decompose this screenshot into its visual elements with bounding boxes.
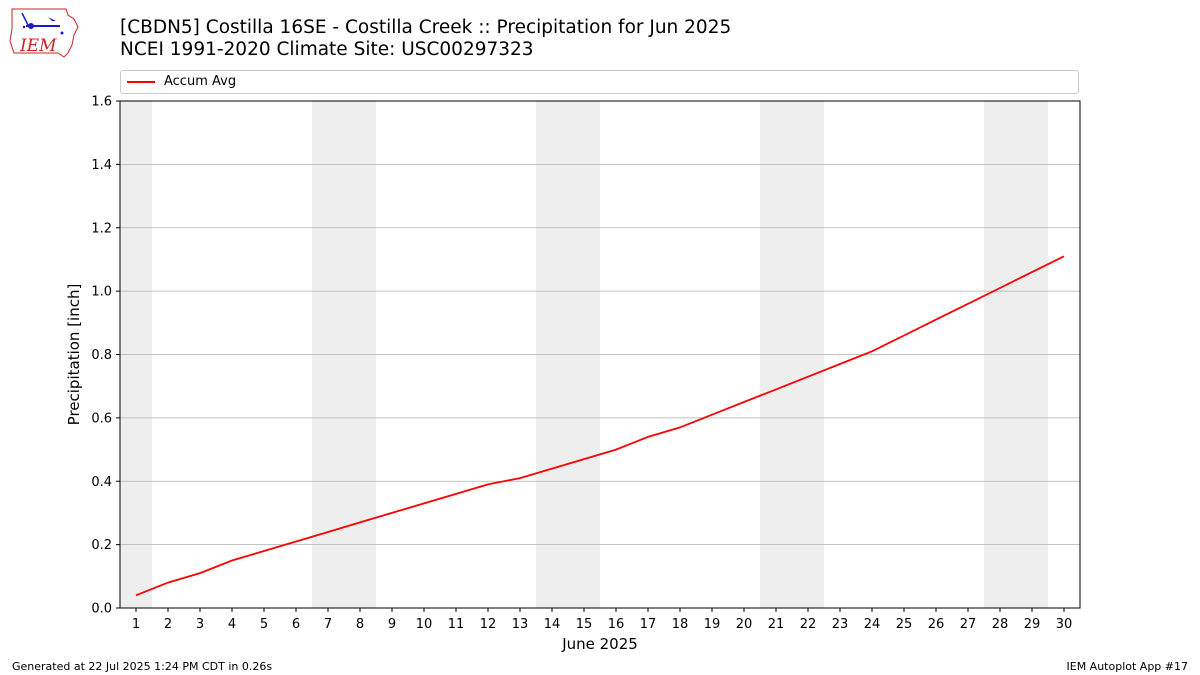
y-tick-label-6: 1.2 (91, 221, 112, 236)
x-tick-label-19: 20 (736, 617, 753, 632)
x-tick-label-14: 15 (576, 617, 593, 632)
x-tick-label-18: 19 (704, 617, 721, 632)
title-line-1: [CBDN5] Costilla 16SE - Costilla Creek :… (120, 17, 732, 38)
x-tick-label-11: 12 (480, 617, 497, 632)
x-tick-label-20: 21 (768, 617, 785, 632)
x-tick-label-8: 9 (388, 617, 396, 632)
legend: Accum Avg (120, 70, 1079, 94)
logo-text: IEM (19, 36, 57, 56)
x-tick-label-27: 28 (992, 617, 1009, 632)
y-tick-label-0: 0.0 (91, 602, 112, 617)
x-tick-label-25: 26 (928, 617, 945, 632)
x-tick-label-4: 5 (260, 617, 268, 632)
x-tick-label-12: 13 (512, 617, 529, 632)
x-tick-label-17: 18 (672, 617, 689, 632)
series-line-0 (135, 255, 1065, 597)
title-line-2: NCEI 1991-2020 Climate Site: USC00297323 (120, 39, 534, 60)
x-tick-label-23: 24 (864, 617, 881, 632)
y-tick-label-7: 1.4 (91, 158, 112, 173)
x-tick-label-10: 11 (448, 617, 465, 632)
x-tick-label-5: 6 (292, 617, 300, 632)
y-tick-label-8: 1.6 (91, 95, 112, 110)
x-tick-label-7: 8 (356, 617, 364, 632)
iem-logo: IEM (8, 5, 82, 59)
y-tick-label-5: 1.0 (91, 285, 112, 300)
legend-swatch-accum-avg (127, 81, 155, 83)
app-id: IEM Autoplot App #17 (1066, 660, 1189, 673)
x-tick-label-9: 10 (416, 617, 433, 632)
generated-timestamp: Generated at 22 Jul 2025 1:24 PM CDT in … (12, 660, 273, 673)
x-tick-label-3: 4 (228, 617, 236, 632)
y-axis-label: Precipitation [inch] (65, 284, 83, 426)
x-tick-label-22: 23 (832, 617, 849, 632)
y-tick-label-3: 0.6 (91, 411, 112, 426)
x-tick-label-21: 22 (800, 617, 817, 632)
x-tick-label-0: 1 (132, 617, 140, 632)
legend-label-accum-avg: Accum Avg (164, 74, 237, 89)
x-tick-label-6: 7 (324, 617, 332, 632)
x-tick-label-15: 16 (608, 617, 625, 632)
x-tick-label-16: 17 (640, 617, 657, 632)
x-tick-label-2: 3 (196, 617, 204, 632)
x-tick-label-28: 29 (1024, 617, 1041, 632)
y-tick-label-1: 0.2 (91, 538, 112, 553)
y-tick-label-4: 0.8 (91, 348, 112, 363)
x-tick-label-24: 25 (896, 617, 913, 632)
x-tick-label-1: 2 (164, 617, 172, 632)
x-tick-label-29: 30 (1056, 617, 1073, 632)
chart-title: [CBDN5] Costilla 16SE - Costilla Creek :… (120, 17, 731, 61)
y-tick-label-2: 0.4 (91, 475, 112, 490)
x-tick-label-13: 14 (544, 617, 561, 632)
x-tick-label-26: 27 (960, 617, 977, 632)
x-axis-label: June 2025 (561, 635, 638, 653)
